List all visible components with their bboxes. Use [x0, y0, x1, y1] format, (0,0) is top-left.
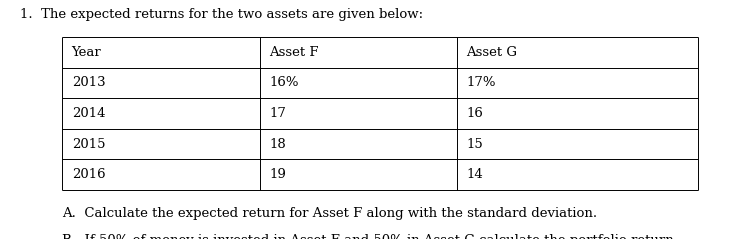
Text: B.  If 50% of money is invested in Asset F and 50% in Asset G calculate the port: B. If 50% of money is invested in Asset …: [62, 234, 674, 239]
Text: Asset F: Asset F: [269, 46, 319, 59]
Text: 19: 19: [269, 168, 286, 181]
Text: 16: 16: [466, 107, 483, 120]
Text: 2015: 2015: [72, 138, 105, 151]
Text: 18: 18: [269, 138, 286, 151]
Text: 15: 15: [466, 138, 483, 151]
Text: Year: Year: [72, 46, 102, 59]
Text: 2016: 2016: [72, 168, 105, 181]
Text: Asset G: Asset G: [466, 46, 518, 59]
Text: 17: 17: [269, 107, 286, 120]
Text: 2013: 2013: [72, 76, 105, 89]
Text: 14: 14: [466, 168, 483, 181]
Text: 16%: 16%: [269, 76, 298, 89]
Text: A.  Calculate the expected return for Asset F along with the standard deviation.: A. Calculate the expected return for Ass…: [62, 207, 597, 220]
Text: 1.  The expected returns for the two assets are given below:: 1. The expected returns for the two asse…: [20, 8, 423, 21]
Text: 17%: 17%: [466, 76, 496, 89]
Text: 2014: 2014: [72, 107, 105, 120]
